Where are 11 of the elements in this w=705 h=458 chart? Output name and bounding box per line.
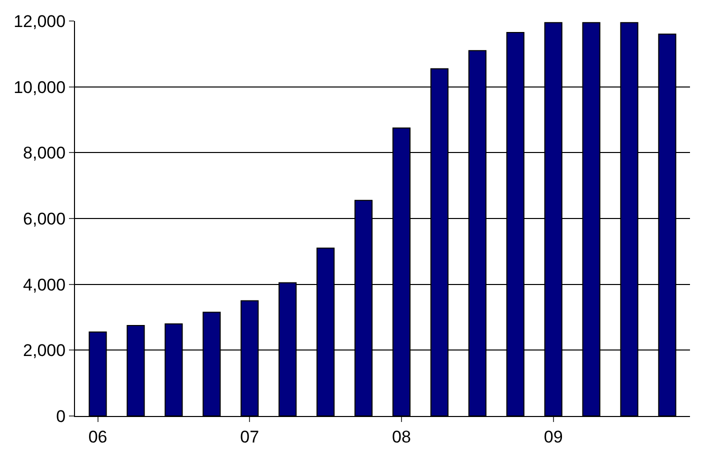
- y-tick-label: 12,000: [14, 12, 66, 31]
- x-tick-label: 06: [88, 427, 108, 446]
- x-tick-label: 08: [392, 427, 411, 446]
- x-tick-label: 07: [240, 427, 260, 446]
- y-tick-label: 4,000: [23, 275, 66, 294]
- y-tick-label: 10,000: [14, 78, 66, 97]
- x-tick-label: 09: [544, 427, 563, 446]
- y-tick-label: 6,000: [23, 209, 66, 228]
- y-tick-label: 0: [56, 406, 66, 426]
- y-tick-label: 8,000: [23, 144, 66, 163]
- y-tick-label: 2,000: [23, 341, 66, 360]
